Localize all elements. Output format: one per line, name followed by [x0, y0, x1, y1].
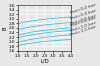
Text: P$_{red}$=1.0 bar: P$_{red}$=1.0 bar: [69, 18, 99, 35]
X-axis label: L/D: L/D: [40, 59, 49, 64]
Text: P$_{red}$=0.2 bar: P$_{red}$=0.2 bar: [69, 1, 99, 17]
Text: P$_{red}$=1.5 bar: P$_{red}$=1.5 bar: [69, 23, 99, 39]
Text: P$_{red}$=0.5 bar: P$_{red}$=0.5 bar: [69, 11, 99, 28]
Text: P$_{red}$=0.3 bar: P$_{red}$=0.3 bar: [69, 6, 99, 23]
Y-axis label: B: B: [2, 26, 7, 30]
Text: P$_{red}$=0.6 bar: P$_{red}$=0.6 bar: [69, 14, 99, 30]
